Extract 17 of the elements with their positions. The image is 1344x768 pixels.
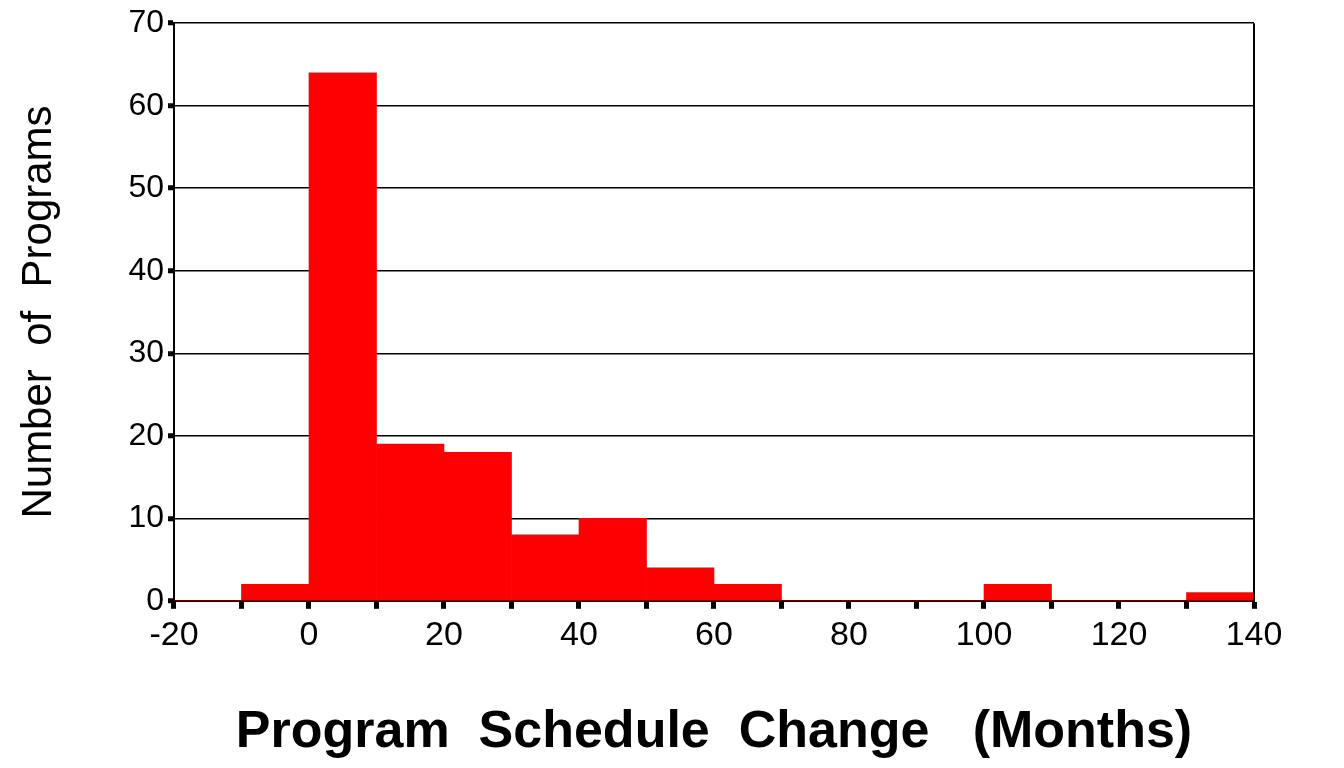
y-tick-label: 70: [128, 3, 164, 40]
x-axis-title: Program Schedule Change (Months): [235, 700, 1193, 759]
y-tick-label: 30: [128, 333, 164, 370]
y-tick-label: 60: [128, 85, 164, 122]
y-tick-label: 50: [128, 168, 164, 205]
x-tick-label: 100: [955, 613, 1013, 652]
y-tick-label: 10: [128, 498, 164, 535]
y-tick-label: 40: [128, 250, 164, 287]
x-tick-label: 140: [1225, 613, 1283, 652]
y-axis-title: Number of Programs: [12, 105, 60, 519]
x-tick-label: 60: [695, 613, 733, 652]
x-tick-label: 120: [1090, 613, 1148, 652]
x-tick-label: 0: [299, 613, 319, 652]
x-tick-label: 80: [830, 613, 868, 652]
y-tick-label: 20: [128, 415, 164, 452]
x-tick-label: 20: [425, 613, 463, 652]
x-tick-label: 40: [560, 613, 598, 652]
